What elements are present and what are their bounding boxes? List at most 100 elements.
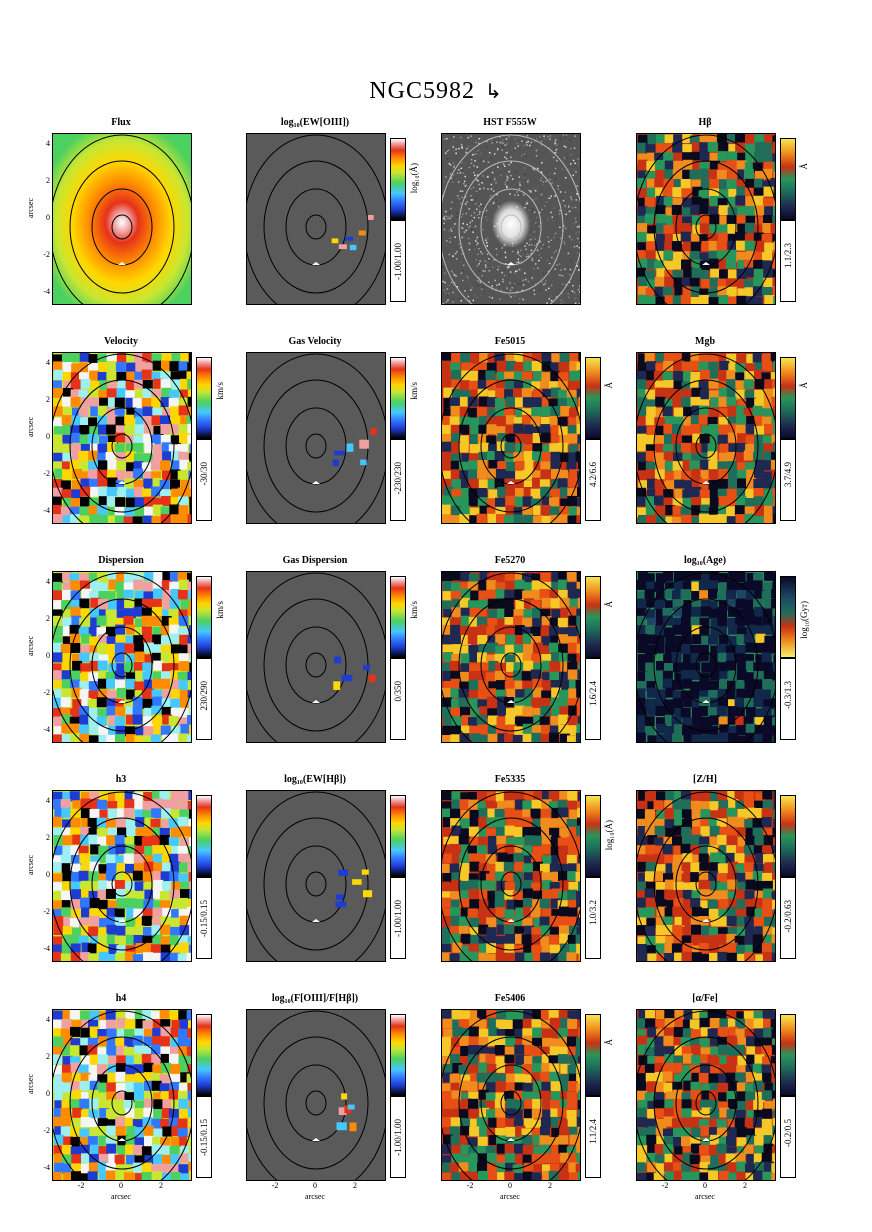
map-image xyxy=(53,134,191,304)
colorbar-frame xyxy=(196,658,212,740)
colorbar-frame xyxy=(390,658,406,740)
y-axis-label: arcsec xyxy=(26,636,35,656)
y-tick-label: -4 xyxy=(43,725,50,734)
panel-title: log₁₀(EW[OIII]) xyxy=(280,117,350,128)
y-tick-label: -2 xyxy=(43,1126,50,1135)
colorbar xyxy=(390,576,406,658)
map-image xyxy=(247,572,385,742)
map-panel xyxy=(52,1009,192,1181)
panel-title: Dispersion xyxy=(98,555,144,566)
y-tick-label: -2 xyxy=(43,907,50,916)
map-panel xyxy=(52,571,192,743)
colorbar-frame xyxy=(780,658,796,740)
map-image xyxy=(442,1010,580,1180)
panel-title: Fe5015 xyxy=(494,336,526,347)
map-panel xyxy=(441,1009,581,1181)
map-image xyxy=(53,791,191,961)
x-tick-label: 0 xyxy=(119,1181,123,1190)
colorbar xyxy=(780,1014,796,1096)
y-tick-label: -2 xyxy=(43,250,50,259)
colorbar-frame xyxy=(780,439,796,521)
colorbar xyxy=(780,357,796,439)
map-image xyxy=(53,572,191,742)
panel-title: Velocity xyxy=(103,336,139,347)
y-axis-label: arcsec xyxy=(26,855,35,875)
map-image xyxy=(247,134,385,304)
panel-title: Hβ xyxy=(698,117,712,128)
x-tick-label: 0 xyxy=(313,1181,317,1190)
y-tick-label: 4 xyxy=(46,358,50,367)
colorbar-unit: Å xyxy=(604,1039,614,1046)
panel-title: log₁₀(Age) xyxy=(683,555,727,566)
x-axis-label: arcsec xyxy=(305,1192,325,1201)
map-panel xyxy=(636,571,776,743)
y-tick-label: 2 xyxy=(46,833,50,842)
colorbar-range: -230/230 xyxy=(393,462,403,495)
map-image xyxy=(53,1010,191,1180)
map-panel xyxy=(441,790,581,962)
colorbar-range: 1.1/2.3 xyxy=(783,243,793,269)
colorbar xyxy=(585,795,601,877)
map-image xyxy=(442,134,580,304)
panel-title: [α/Fe] xyxy=(692,993,718,1004)
map-panel xyxy=(52,352,192,524)
y-tick-label: 0 xyxy=(46,651,50,660)
colorbar xyxy=(780,795,796,877)
panel-title: log₁₀(F[OIII]/F[Hβ]) xyxy=(271,993,359,1004)
x-tick-label: 2 xyxy=(353,1181,357,1190)
colorbar-unit: Å xyxy=(604,601,614,608)
colorbar-frame xyxy=(780,1096,796,1178)
colorbar-range: 1.6/2.4 xyxy=(588,681,598,707)
y-axis-label: arcsec xyxy=(26,417,35,437)
colorbar-range: 1.0/3.2 xyxy=(588,900,598,926)
panel-title: Fe5406 xyxy=(494,993,526,1004)
x-tick-label: 2 xyxy=(159,1181,163,1190)
y-tick-label: -2 xyxy=(43,469,50,478)
y-tick-label: -4 xyxy=(43,506,50,515)
map-image xyxy=(637,572,775,742)
map-panel xyxy=(636,352,776,524)
map-image xyxy=(637,791,775,961)
panel-title: [Z/H] xyxy=(693,774,717,785)
map-panel xyxy=(636,790,776,962)
y-axis-label: arcsec xyxy=(26,198,35,218)
colorbar-frame xyxy=(585,658,601,740)
map-panel xyxy=(636,133,776,305)
colorbar-frame xyxy=(780,877,796,959)
map-image xyxy=(247,1010,385,1180)
colorbar xyxy=(780,576,796,658)
map-panel xyxy=(52,133,192,305)
colorbar-unit: km/s xyxy=(409,601,419,619)
map-image xyxy=(53,353,191,523)
panel-title: Fe5335 xyxy=(494,774,526,785)
colorbar-frame xyxy=(585,877,601,959)
colorbar xyxy=(390,138,406,220)
figure-title: NGC5982 ↳ xyxy=(0,78,872,105)
colorbar-range: 4.2/6.6 xyxy=(588,462,598,488)
colorbar xyxy=(390,357,406,439)
map-panel xyxy=(441,352,581,524)
colorbar-range: -0.15/0.15 xyxy=(199,1119,209,1156)
colorbar-range: -0.2/0.63 xyxy=(783,900,793,933)
y-tick-label: -4 xyxy=(43,944,50,953)
colorbar xyxy=(390,1014,406,1096)
panel-title: Flux xyxy=(111,117,131,128)
colorbar xyxy=(585,357,601,439)
y-tick-label: 0 xyxy=(46,213,50,222)
panel-title: h3 xyxy=(115,774,127,785)
colorbar xyxy=(196,795,212,877)
panel-title: Gas Dispersion xyxy=(282,555,348,566)
y-tick-label: 4 xyxy=(46,577,50,586)
colorbar-range: -0.15/0.15 xyxy=(199,900,209,937)
colorbar-range: -0.3/1.3 xyxy=(783,681,793,709)
colorbar-unit: Å xyxy=(799,163,809,170)
map-panel xyxy=(246,1009,386,1181)
y-tick-label: 2 xyxy=(46,614,50,623)
colorbar-frame xyxy=(196,1096,212,1178)
x-tick-label: -2 xyxy=(271,1181,279,1190)
y-tick-label: 4 xyxy=(46,796,50,805)
colorbar-range: -30/30 xyxy=(199,462,209,486)
colorbar-unit: Å xyxy=(604,382,614,389)
map-panel xyxy=(246,790,386,962)
colorbar-frame xyxy=(780,220,796,302)
